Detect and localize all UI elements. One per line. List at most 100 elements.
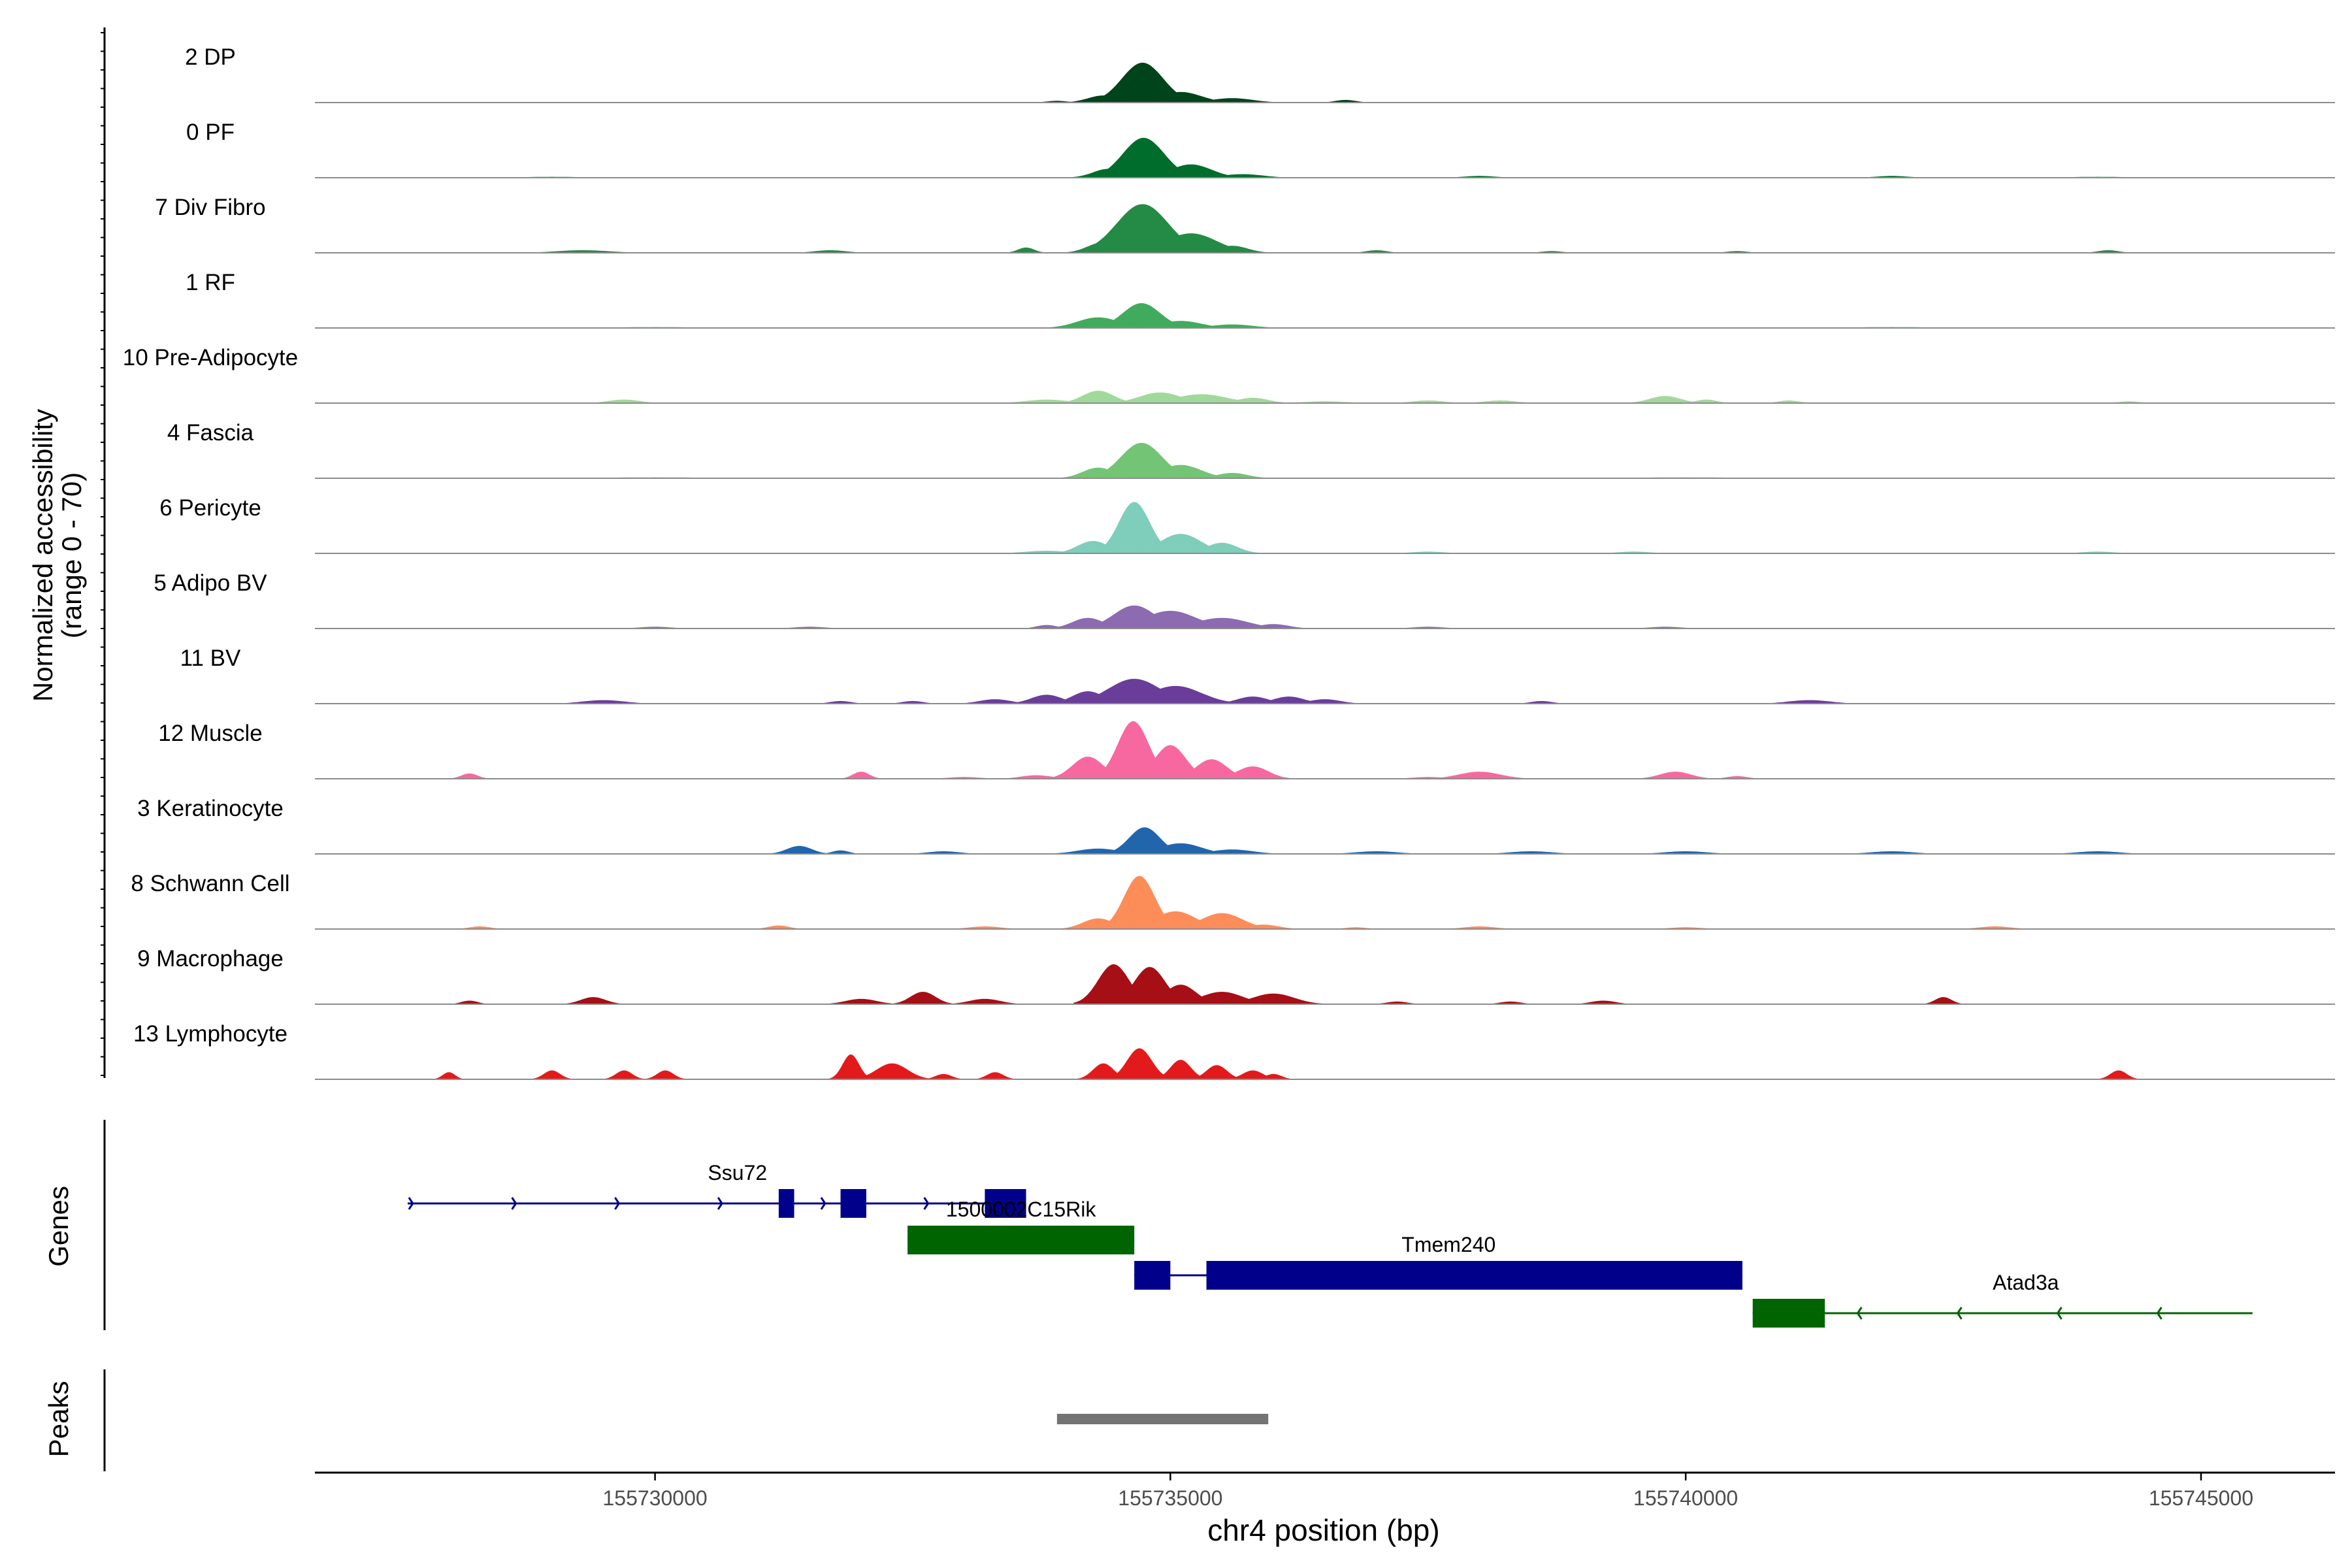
strand-arrow: [2056, 1307, 2063, 1320]
coverage-peak: [944, 926, 1025, 929]
coverage-peak: [819, 850, 862, 854]
coverage-peak: [1213, 766, 1294, 779]
peak-regions-track: [1056, 1414, 1269, 1424]
coverage-peak: [996, 775, 1077, 779]
coverage-peak: [1220, 993, 1328, 1004]
coverage-peak: [1921, 997, 1965, 1004]
coverage-peak: [1127, 321, 1235, 328]
coverage-peak: [1127, 91, 1235, 103]
strand-arrow: [511, 1197, 517, 1210]
y-axis-label-line2: (range 0 - 70): [56, 472, 87, 638]
track-label: 3 Keratinocyte: [137, 796, 284, 821]
strand-arrow: [614, 1197, 621, 1210]
coverage-peak: [453, 926, 507, 929]
track-label: 6 Pericyte: [159, 495, 261, 521]
coverage-peak: [1181, 542, 1262, 553]
coverage-peak: [1426, 772, 1533, 779]
gene-annotation-track: Ssu72 1500002C15Rik Tmem240 Atad3a: [407, 1161, 2253, 1328]
gene-label: Tmem240: [1401, 1233, 1495, 1256]
coverage-peak: [1179, 849, 1286, 854]
coverage-peak: [890, 992, 955, 1004]
coverage-peak: [1710, 776, 1764, 779]
coverage-peak: [821, 998, 902, 1004]
coverage-peak: [1058, 391, 1139, 403]
coverage-peak: [1154, 1060, 1208, 1079]
track-label: 4 Fascia: [167, 420, 254, 446]
coverage-peak: [1213, 397, 1294, 403]
coverage-peak: [1625, 396, 1706, 403]
coverage-peak: [1439, 926, 1520, 929]
coverage-peak: [1460, 400, 1541, 403]
gene-atad3a: Atad3a: [1752, 1271, 2253, 1328]
track-label: 9 Macrophage: [137, 946, 284, 972]
gene-exon: [907, 1226, 1135, 1254]
coverage-peak: [790, 250, 871, 253]
coverage-peak: [1058, 467, 1139, 478]
strand-arrow: [923, 1197, 930, 1210]
gene-exon: [778, 1189, 794, 1218]
track-label: 0 PF: [186, 120, 235, 145]
coverage-peak: [1047, 617, 1128, 629]
coverage-peak: [448, 773, 491, 779]
track-2-dp: 2 DP: [185, 44, 2335, 103]
coverage-peak: [1130, 745, 1211, 779]
coverage-peak: [1154, 617, 1289, 629]
peaks-panel-title: Peaks: [43, 1381, 74, 1458]
gene-label: Atad3a: [1993, 1271, 2059, 1294]
coverage-peak: [1192, 246, 1273, 253]
track-label: 7 Div Fibro: [155, 195, 265, 220]
gene-exon: [1752, 1299, 1825, 1328]
coverage-peak: [1349, 250, 1403, 253]
gene-exon: [840, 1189, 866, 1218]
coverage-peak: [531, 1070, 574, 1079]
coverage-peak: [1047, 757, 1128, 779]
coverage-peak: [2044, 851, 2152, 854]
coverage-peak: [561, 997, 626, 1004]
coverage-peak: [1004, 247, 1048, 253]
coverage-peak: [840, 772, 883, 779]
coverage-peak: [1838, 851, 1946, 854]
coverage-peak: [2081, 250, 2135, 253]
coverage-peak: [1318, 99, 1373, 103]
y-axis-label-line1: Normalized accessibility: [27, 409, 58, 702]
coverage-peak: [1090, 137, 1198, 178]
x-axis-label: chr4 position (bp): [1207, 1513, 1439, 1547]
coverage-peak: [583, 399, 664, 403]
coverage-peak: [751, 925, 806, 929]
coverage-peak: [515, 250, 650, 253]
track-11-bv: 11 BV: [180, 645, 2335, 704]
coverage-peak: [1107, 1048, 1172, 1079]
track-12-muscle: 12 Muscle: [158, 721, 2335, 779]
coverage-peak: [955, 699, 1036, 704]
coverage-peak: [829, 1054, 873, 1079]
coverage-peak: [1322, 851, 1430, 854]
coverage-peak: [1127, 465, 1235, 478]
coverage-peak: [851, 1063, 932, 1079]
gene-ssu72: Ssu72: [407, 1161, 1026, 1218]
track-13-lymphocyte: 13 Lymphocyte: [133, 1021, 2335, 1080]
coverage-peak: [1044, 848, 1152, 854]
gene-exon: [1206, 1261, 1742, 1290]
coverage-peak: [1108, 685, 1243, 704]
coverage-peak: [1088, 62, 1196, 103]
coverage-peak: [767, 845, 832, 854]
coverage-peak: [1179, 324, 1286, 328]
coverage-peak: [1954, 926, 2035, 929]
strand-arrow: [2156, 1307, 2163, 1320]
coverage-peak: [1006, 694, 1087, 704]
coverage-peak: [1076, 1063, 1130, 1079]
x-tick-label: 155745000: [2149, 1486, 2253, 1510]
coverage-peak: [1284, 699, 1365, 704]
gene-label: 1500002C15Rik: [946, 1198, 1097, 1221]
coverage-peak: [1179, 98, 1286, 103]
coverage-peak: [644, 1070, 687, 1079]
coverage-peak: [1168, 913, 1276, 929]
coverage-peak: [1063, 95, 1144, 103]
track-6-pericyte: 6 Pericyte: [159, 495, 2335, 554]
track-label: 8 Schwann Cell: [131, 871, 289, 896]
track-0-pf: 0 PF: [186, 120, 2335, 178]
coverage-peak: [1094, 502, 1175, 553]
coverage-peak: [448, 1000, 491, 1004]
gene-tmem240: Tmem240: [1134, 1233, 1742, 1290]
